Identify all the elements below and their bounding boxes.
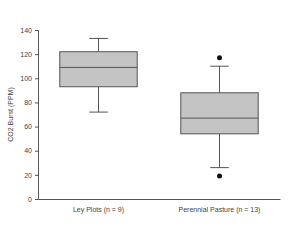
y-tick-label: 60 [24,123,32,130]
y-tick-mark [35,199,38,200]
y-tick-mark [35,78,38,79]
median-line [181,118,258,119]
y-tick-mark [35,54,38,55]
y-tick: 120 [20,51,38,58]
x-tick-label: Perennial Pasture (n = 13) [179,206,261,214]
y-tick-mark [35,30,38,31]
y-tick-label: 140 [20,27,32,34]
box-body [60,52,137,87]
plot-area [60,38,258,178]
y-axis-title: CO2 Burst (PPM) [7,87,15,141]
y-tick: 60 [24,123,38,130]
y-tick: 0 [28,196,38,203]
upper-whisker [219,66,220,93]
x-axis: Ley Plots (n = 9) Perennial Pasture (n = … [39,200,281,214]
lower-whisker [98,87,99,112]
y-tick-mark [35,127,38,128]
box [181,55,258,178]
y-tick-label: 40 [24,147,32,154]
y-axis: 0 20 40 60 80 100 120 140 [20,27,38,203]
y-tick-label: 80 [24,99,32,106]
y-tick: 80 [24,99,38,106]
y-axis-line [35,31,39,200]
upper-cap [89,38,108,39]
y-tick-label: 0 [28,196,32,203]
y-tick-mark [35,102,38,103]
lower-cap [210,167,229,168]
outlier [217,174,222,179]
y-tick: 140 [20,27,38,34]
y-tick: 100 [20,75,38,82]
y-tick: 40 [24,147,38,154]
y-tick-mark [35,151,38,152]
x-axis-line [39,199,281,200]
upper-whisker [98,38,99,51]
y-tick-label: 100 [20,75,32,82]
x-tick-label: Ley Plots (n = 9) [73,206,124,214]
chart: 0 20 40 60 80 100 120 140 Ley Plots (n = 9) Peren… [0,0,300,225]
box [60,38,137,112]
y-tick-label: 120 [20,51,32,58]
y-tick-label: 20 [24,172,32,179]
lower-cap [89,112,108,113]
median-line [60,67,137,68]
lower-whisker [219,134,220,168]
y-tick: 20 [24,172,38,179]
outlier [217,55,222,60]
box-body [181,93,258,134]
upper-cap [210,66,229,67]
y-tick-mark [35,175,38,176]
x-tick: Perennial Pasture (n = 13) [179,206,261,214]
x-tick: Ley Plots (n = 9) [73,206,124,214]
